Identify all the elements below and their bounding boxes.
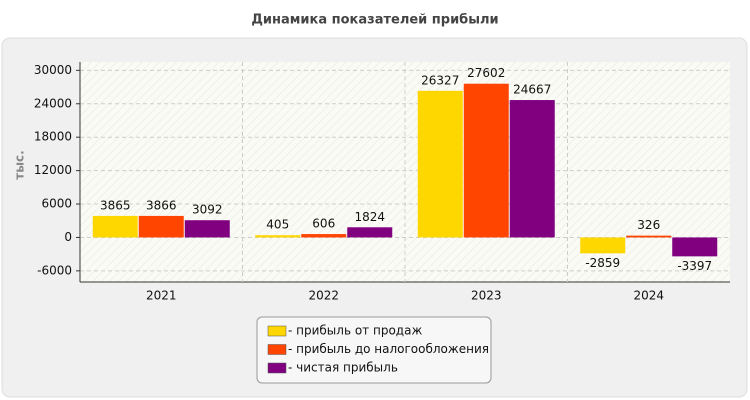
y-tick-label: 24000 <box>34 96 72 110</box>
data-label: 24667 <box>513 83 551 97</box>
bar <box>184 220 230 238</box>
bar <box>138 215 184 238</box>
y-tick-label: 30000 <box>34 63 72 77</box>
chart-title: Динамика показателей прибыли <box>251 13 498 28</box>
data-label: 27602 <box>467 66 505 80</box>
bar <box>626 235 672 238</box>
x-tick-label: 2024 <box>633 289 664 303</box>
bar <box>672 237 718 257</box>
bar <box>509 100 555 238</box>
data-label: 1824 <box>354 210 385 224</box>
y-axis-label: тыс. <box>13 150 27 179</box>
y-tick-label: 0 <box>64 230 72 244</box>
bar <box>347 227 393 238</box>
legend-label: - прибыль от продаж <box>288 324 422 338</box>
data-label: 3092 <box>192 203 223 217</box>
y-tick-label: 12000 <box>34 163 72 177</box>
legend-label: - чистая прибыль <box>288 361 398 375</box>
legend-swatch <box>267 325 287 337</box>
x-tick-label: 2023 <box>471 289 502 303</box>
data-label: -3397 <box>677 259 712 273</box>
legend-swatch <box>267 362 287 374</box>
plot-area <box>80 62 730 282</box>
bar <box>463 83 509 238</box>
data-label: 405 <box>266 218 289 232</box>
legend-swatch <box>267 344 287 355</box>
bar <box>92 215 138 238</box>
bar <box>580 237 626 254</box>
data-label: 3866 <box>146 198 177 212</box>
data-label: 326 <box>637 218 660 232</box>
bar <box>255 235 301 238</box>
data-label: 3865 <box>100 198 131 212</box>
bar <box>301 234 347 238</box>
y-tick-label: -6000 <box>37 263 72 277</box>
legend <box>256 316 492 384</box>
y-tick-label: 6000 <box>41 197 72 211</box>
y-tick-label: 18000 <box>34 130 72 144</box>
x-tick-label: 2021 <box>146 289 177 303</box>
legend-label: - прибыль до налогообложения <box>288 342 489 356</box>
data-label: 606 <box>312 217 335 231</box>
data-label: -2859 <box>585 256 620 270</box>
bar <box>417 90 463 238</box>
x-tick-label: 2022 <box>308 289 339 303</box>
data-label: 26327 <box>421 73 459 87</box>
